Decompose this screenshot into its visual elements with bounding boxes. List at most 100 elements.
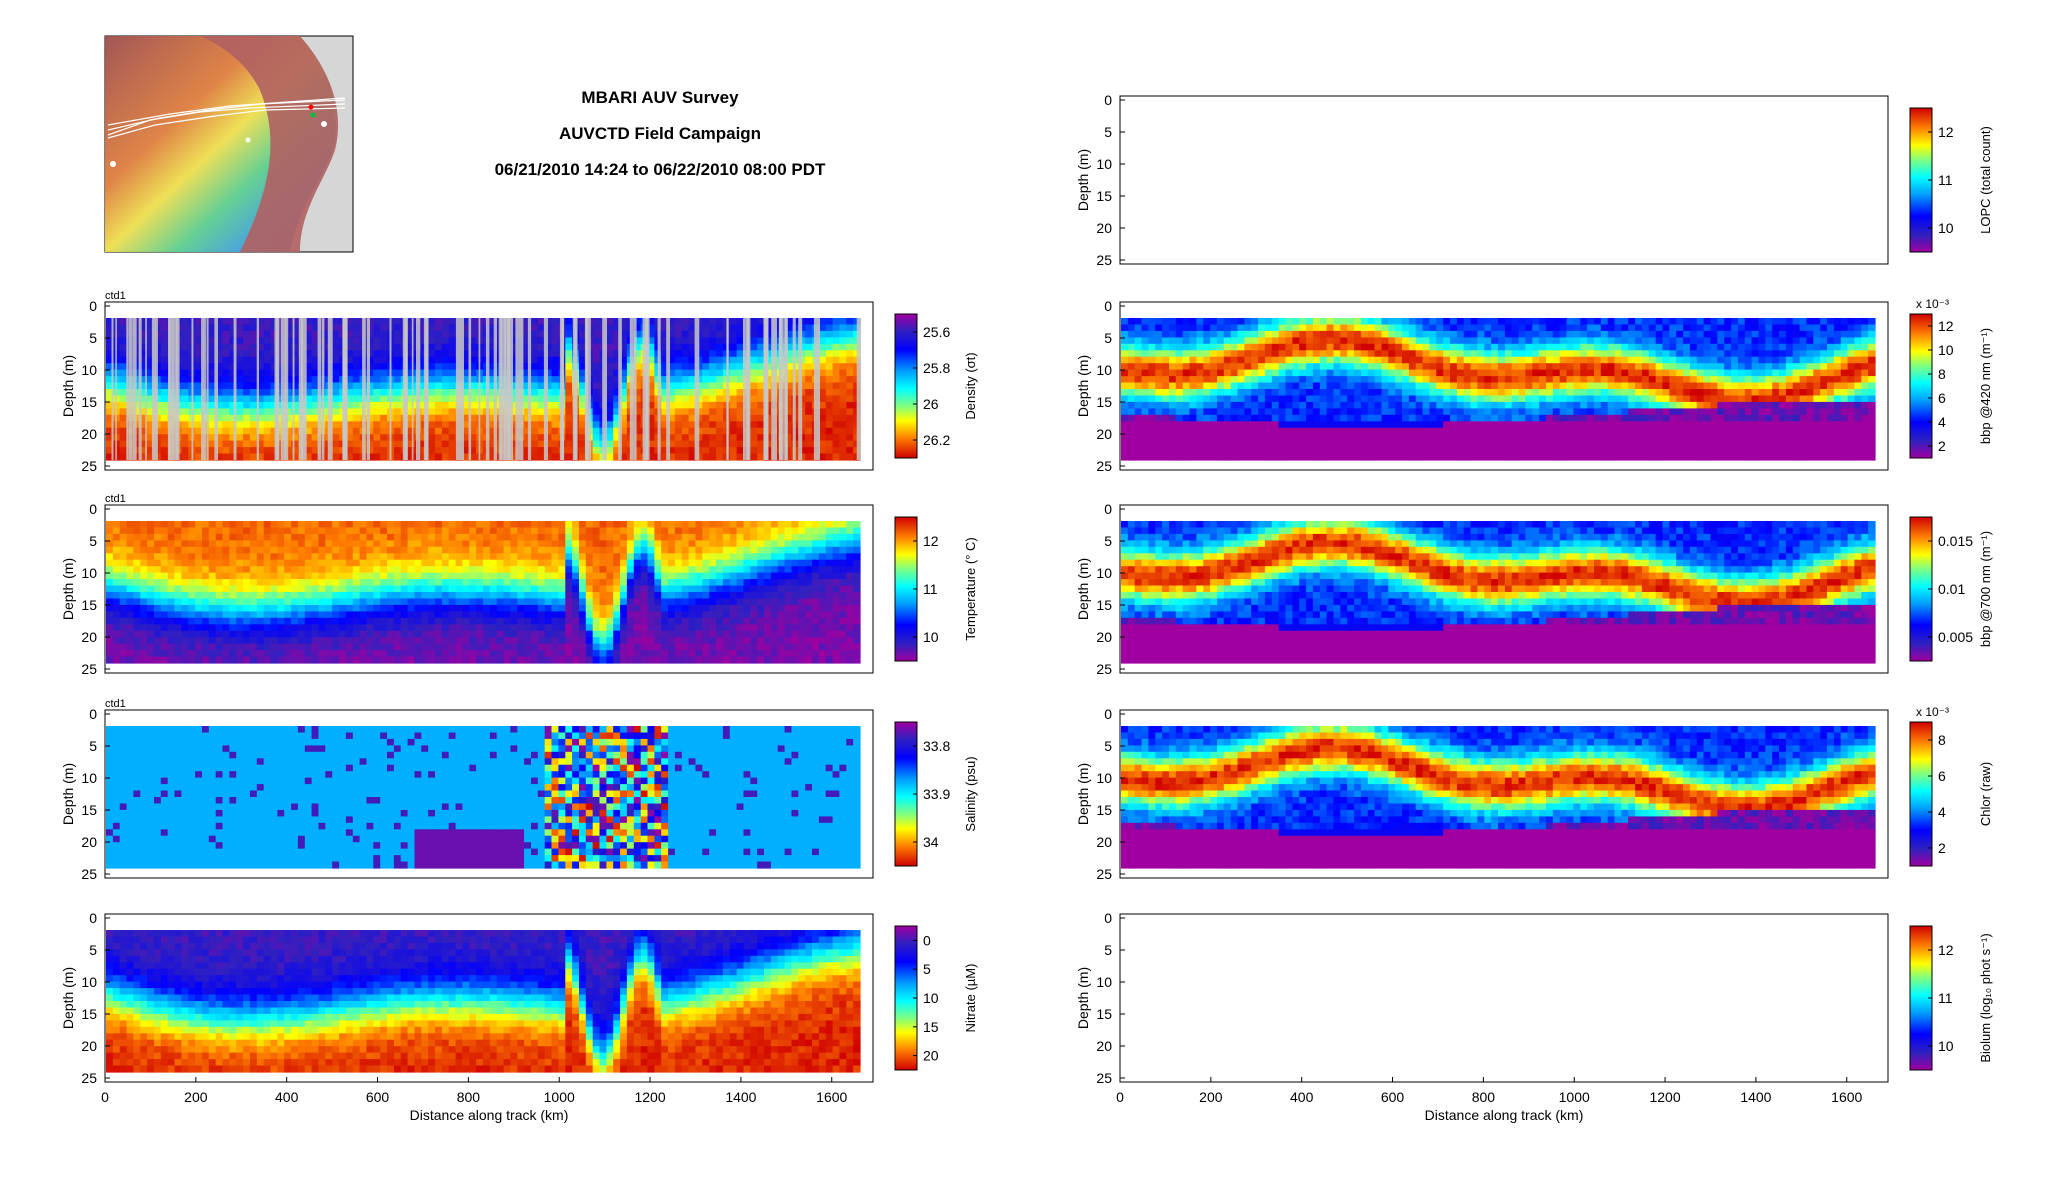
temperature-ytick-label: 5 [89,533,97,549]
bbp700-ytick-label: 15 [1096,597,1112,613]
salinity-heatmap [106,726,861,869]
nitrate-ytick-label: 10 [81,974,97,990]
nitrate-xtick-label: 200 [184,1089,208,1105]
biolum-ytick-label: 25 [1096,1070,1112,1086]
bbp420-ylabel: Depth (m) [1075,355,1091,417]
lopc-colorbar-tick: 12 [1938,124,1954,140]
biolum-xtick-label: 200 [1199,1089,1223,1105]
chlor-ytick-label: 10 [1096,770,1112,786]
lopc-ytick-label: 20 [1096,220,1112,236]
density-ytick-label: 20 [81,426,97,442]
bbp420-colorbar-tick: 4 [1938,414,1946,430]
nitrate-ytick-label: 5 [89,942,97,958]
bbp420-colorbar-tick: 10 [1938,342,1954,358]
chlor-colorbar-label: Chlor (raw) [1978,762,1993,826]
biolum-xtick-label: 1400 [1740,1089,1771,1105]
bbp420-colorbar-tick: 12 [1938,318,1954,334]
bbp420-ytick-label: 10 [1096,362,1112,378]
salinity-ytick-label: 20 [81,834,97,850]
lopc-axes: 0 5 10 15 20 25 Depth (m) 10 11 12 LOPC (total cou… [1075,92,1993,268]
bbp420-ytick-label: 15 [1096,394,1112,410]
temperature-colorbar-tick: 11 [923,581,938,597]
nitrate-colorbar: 0 5 10 15 20 Nitrate (µM) [894,925,978,1071]
bbp420-ytick-label: 0 [1104,298,1112,314]
survey-title: MBARI AUV Survey [581,88,739,107]
temperature-corner-label: ctd1 [105,493,126,505]
nitrate-colorbar-tick: 0 [923,932,931,948]
chlor-heatmap [1121,726,1876,869]
density-axes: 0 5 10 15 20 25 Depth (m) ctd1 25.6 25.8 26 26.2 Den… [60,290,978,474]
nitrate-xlabel: Distance along track (km) [410,1107,569,1123]
salinity-colorbar-tick: 34 [923,834,939,850]
salinity-colorbar-label: Salinity (psu) [963,756,978,831]
bbp420-colorbar-exponent: x 10⁻³ [1916,297,1949,311]
salinity-ytick-label: 5 [89,738,97,754]
bbp700-colorbar-label: bbp @700 nm (m⁻¹) [1978,531,1993,647]
salinity-ytick-label: 15 [81,802,97,818]
temperature-heatmap [106,521,861,664]
density-corner-label: ctd1 [105,290,126,302]
biolum-colorbar-tick: 10 [1938,1038,1954,1054]
biolum-ytick-label: 20 [1096,1038,1112,1054]
biolum-xtick-label: 1600 [1831,1089,1862,1105]
lopc-ytick-label: 10 [1096,156,1112,172]
density-ytick-label: 10 [81,362,97,378]
biolum-xtick-label: 800 [1472,1089,1496,1105]
chlor-colorbar-tick: 2 [1938,840,1946,856]
salinity-axes: 0 5 10 15 20 25 Depth (m) ctd1 33.8 33.9 34 Salinit… [60,698,978,882]
bbp420-colorbar: 2 4 6 8 10 12 bbp @420 nm (m⁻¹) x 10⁻³ [1909,297,1993,459]
biolum-ytick-label: 15 [1096,1006,1112,1022]
salinity-ytick-label: 0 [89,706,97,722]
lopc-ytick-label: 25 [1096,252,1112,268]
chlor-ytick-label: 20 [1096,834,1112,850]
biolum-ylabel: Depth (m) [1075,967,1091,1029]
nitrate-xtick-label: 800 [457,1089,481,1105]
chlor-colorbar-tick: 8 [1938,732,1946,748]
survey-map-inset [104,35,354,253]
bbp700-colorbar-tick: 0.01 [1938,581,1965,597]
temperature-ytick-label: 20 [81,629,97,645]
chlor-ytick-label: 25 [1096,866,1112,882]
temperature-ytick-label: 0 [89,501,97,517]
biolum-xtick-label: 400 [1290,1089,1314,1105]
density-colorbar-tick: 26 [923,396,939,412]
biolum-xtick-label: 1000 [1559,1089,1590,1105]
salinity-ylabel: Depth (m) [60,763,76,825]
nitrate-ytick-label: 20 [81,1038,97,1054]
bbp420-colorbar-tick: 2 [1938,438,1946,454]
temperature-ytick-label: 25 [81,661,97,677]
lopc-colorbar-tick: 10 [1938,220,1954,236]
nitrate-xtick-label: 0 [101,1089,109,1105]
nitrate-ytick-label: 25 [81,1070,97,1086]
nitrate-colorbar-tick: 15 [923,1019,939,1035]
nitrate-colorbar-tick: 20 [923,1048,939,1064]
bbp700-colorbar-tick: 0.015 [1938,533,1973,549]
temperature-colorbar-tick: 10 [923,629,939,645]
salinity-colorbar: 33.8 33.9 34 Salinity (psu) [894,721,978,867]
nitrate-heatmap [106,930,861,1073]
lopc-colorbar-tick: 11 [1938,172,1953,188]
bbp420-axes: 0 5 10 15 20 25 Depth (m) 2 4 6 8 10 12 bbp @420 nm (… [1075,297,1993,474]
lopc-ytick-label: 5 [1104,124,1112,140]
biolum-xtick-label: 0 [1116,1089,1124,1105]
bbp700-heatmap [1121,521,1876,664]
density-ytick-label: 25 [81,458,97,474]
biolum-colorbar: 10 11 12 Biolum (log₁₀ phot s⁻¹) [1909,925,1993,1071]
chlor-axes: 0 5 10 15 20 25 Depth (m) 2 4 6 8 Chlor (raw) x 10⁻³ [1075,705,1993,882]
bbp420-ytick-label: 25 [1096,458,1112,474]
density-ylabel: Depth (m) [60,355,76,417]
lopc-ytick-label: 15 [1096,188,1112,204]
density-colorbar-tick: 25.8 [923,360,950,376]
nitrate-colorbar-label: Nitrate (µM) [963,964,978,1033]
density-colorbar-tick: 26.2 [923,432,950,448]
chlor-ylabel: Depth (m) [1075,763,1091,825]
chlor-colorbar-exponent: x 10⁻³ [1916,705,1949,719]
temperature-colorbar-label: Temperature (° C) [963,537,978,640]
biolum-colorbar-tick: 11 [1938,990,1953,1006]
temperature-axes: 0 5 10 15 20 25 Depth (m) ctd1 10 11 12 Temperature… [60,493,978,677]
bbp700-ytick-label: 5 [1104,533,1112,549]
nitrate-colorbar-tick: 5 [923,961,931,977]
chlor-ytick-label: 5 [1104,738,1112,754]
